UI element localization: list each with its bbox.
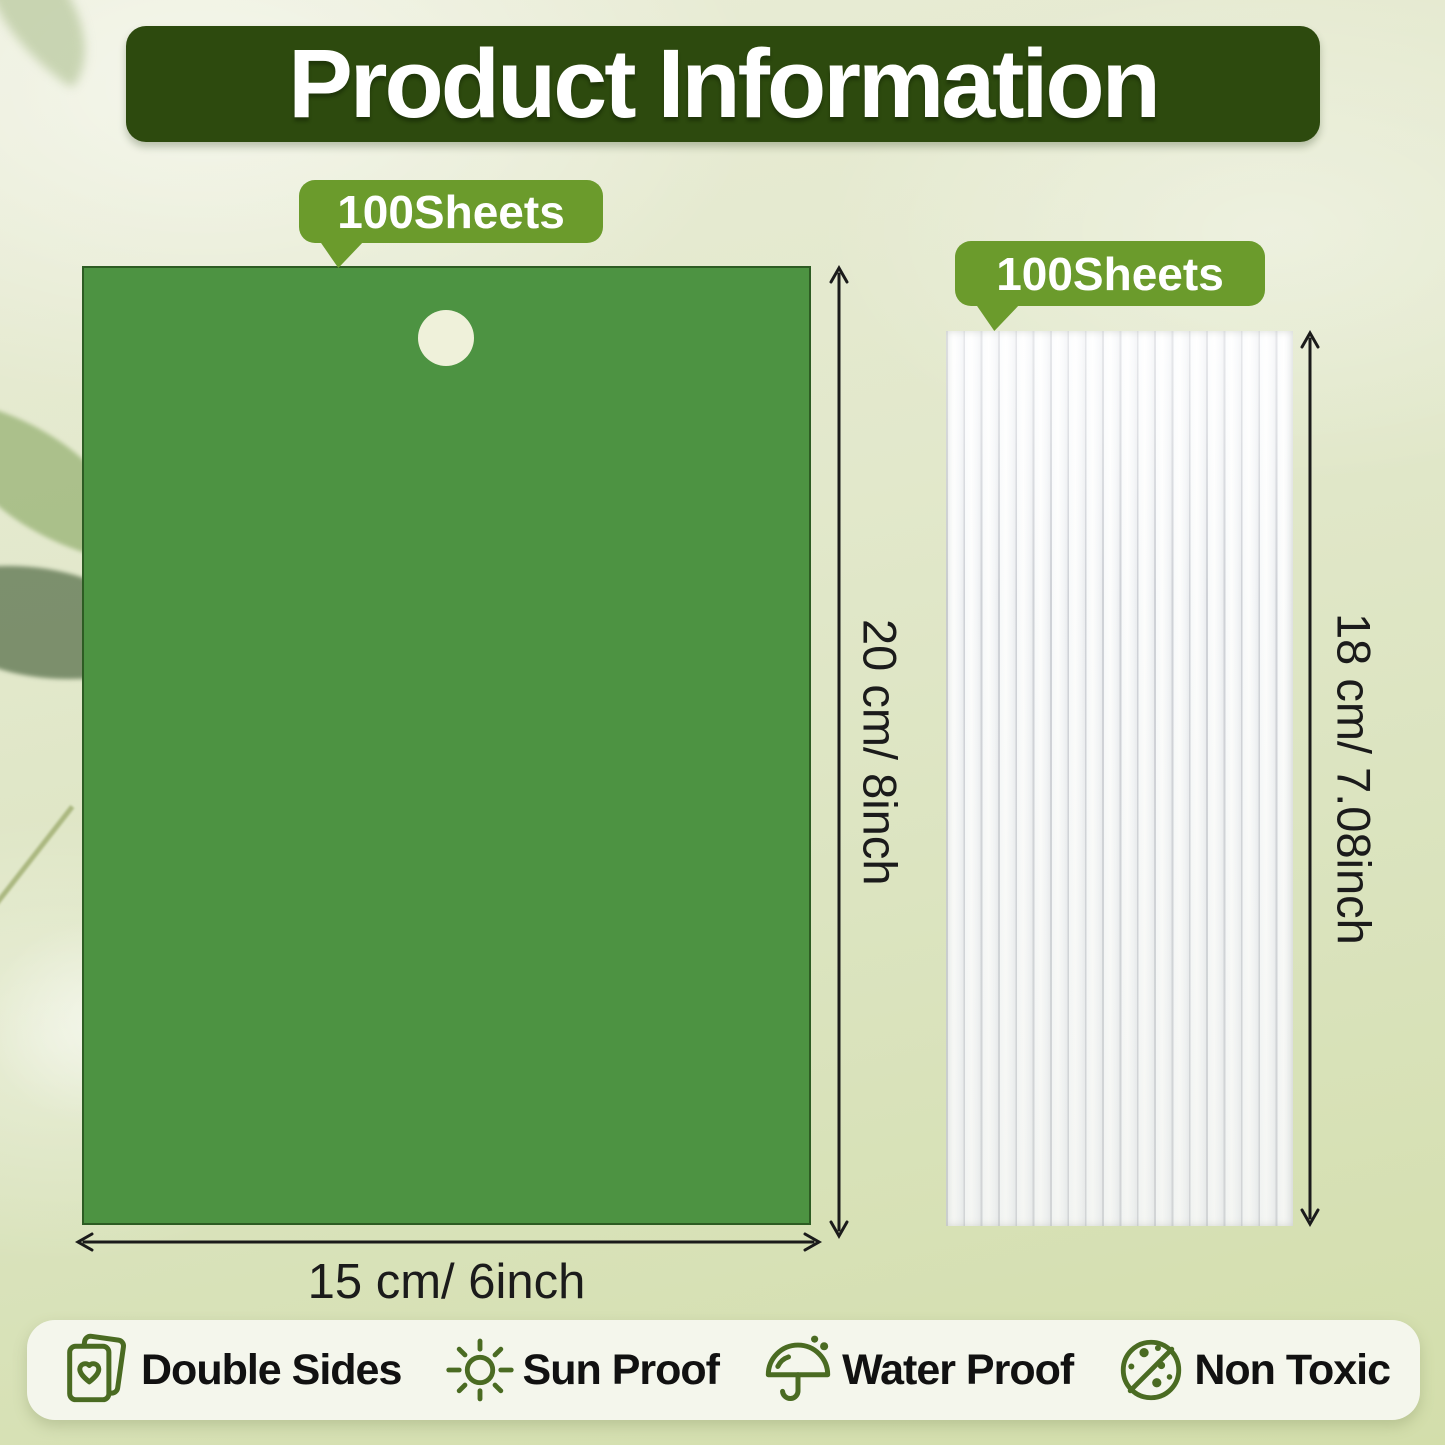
double-sided-cards-icon xyxy=(67,1333,127,1403)
page-title: Product Information xyxy=(288,29,1161,138)
feature-label: Water Proof xyxy=(842,1345,1074,1394)
sun-icon xyxy=(445,1338,514,1402)
width-dimension-label: 15 cm/ 6inch xyxy=(307,1255,586,1309)
width-dimension-arrow xyxy=(74,1232,823,1252)
feature-label: Sun Proof xyxy=(522,1345,720,1394)
title-banner: Product Information xyxy=(126,26,1320,142)
feature-label: Double Sides xyxy=(141,1345,402,1394)
sheet-count-badge-right: 100Sheets xyxy=(955,241,1265,331)
badge-pointer-tail xyxy=(975,303,1021,331)
green-sticky-trap-sheet xyxy=(82,266,811,1225)
badge-label: 100Sheets xyxy=(337,185,565,238)
sheet-count-badge-left: 100Sheets xyxy=(299,180,603,268)
feature-water-proof: Water Proof xyxy=(760,1331,1074,1409)
height-dimension-arrow-right xyxy=(1300,329,1320,1228)
feature-bar: Double Sides Sun Proof xyxy=(27,1320,1420,1420)
white-sheet-stack xyxy=(946,331,1293,1226)
height-dimension-label-right: 18 cm/ 7.08inch xyxy=(1327,612,1381,945)
feature-sun-proof: Sun Proof xyxy=(443,1332,720,1408)
badge-pointer-tail xyxy=(319,240,365,268)
feature-label: Non Toxic xyxy=(1194,1345,1391,1394)
leaf-decoration-icon xyxy=(0,0,127,89)
umbrella-rain-icon xyxy=(765,1335,831,1401)
non-toxic-icon xyxy=(1121,1339,1182,1401)
hanging-hole xyxy=(418,310,474,366)
feature-double-sides: Double Sides xyxy=(59,1331,402,1409)
height-dimension-label-left: 20 cm/ 8inch xyxy=(853,618,907,886)
height-dimension-arrow-left xyxy=(829,264,849,1240)
feature-non-toxic: Non Toxic xyxy=(1114,1332,1391,1408)
badge-label: 100Sheets xyxy=(996,247,1224,300)
